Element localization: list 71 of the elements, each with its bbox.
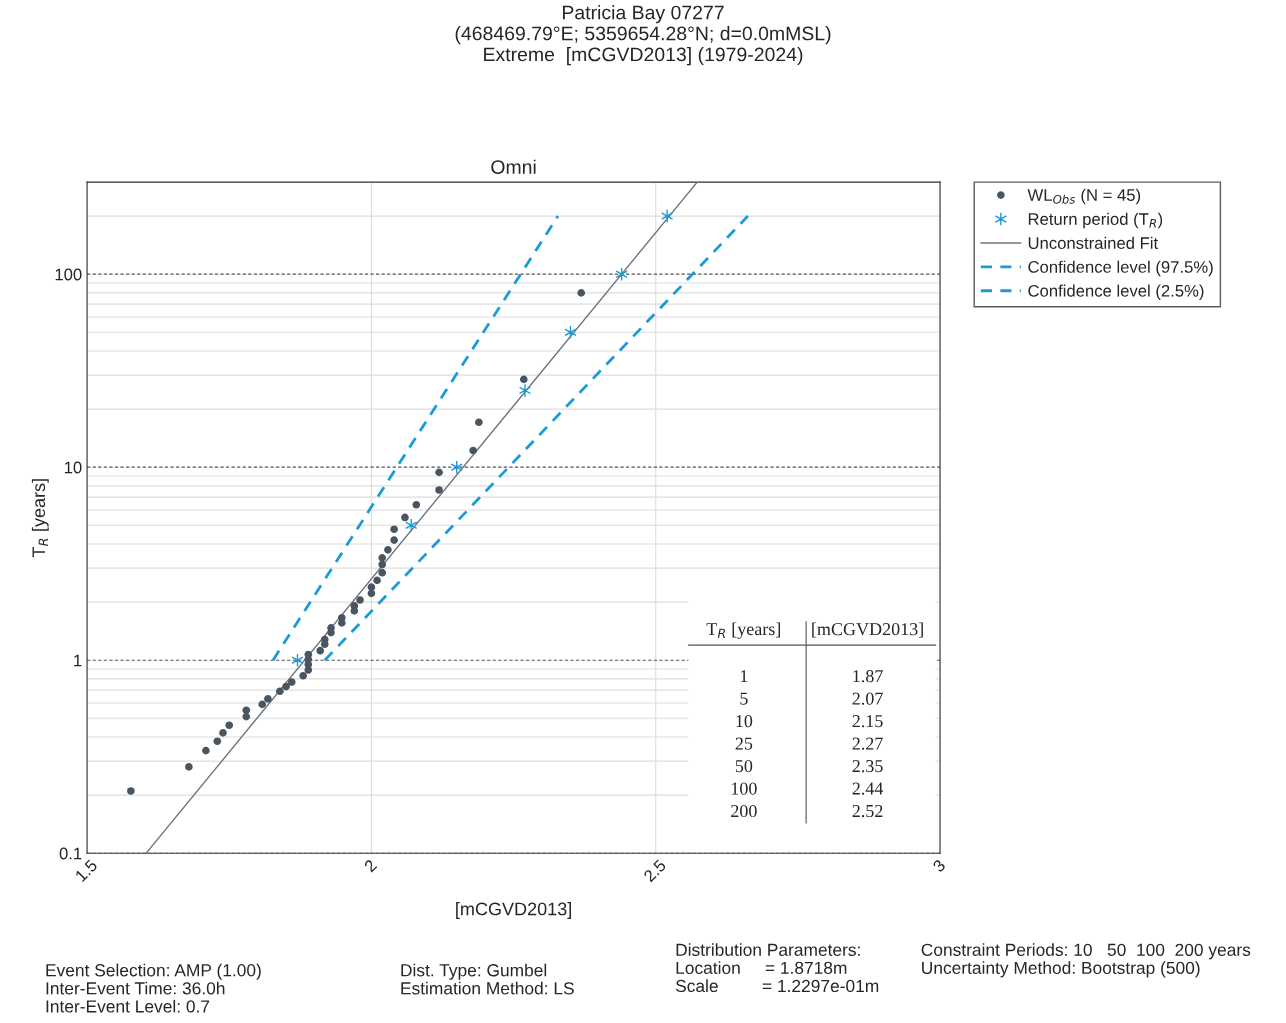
- point: [378, 568, 387, 577]
- point: [185, 763, 193, 771]
- x-axis-title: [mCGVD2013]: [456, 902, 571, 919]
- point: [577, 289, 586, 297]
- point: [519, 375, 528, 384]
- point: [412, 500, 421, 509]
- annotation: 1.87: [853, 670, 883, 683]
- point: [264, 695, 272, 703]
- point: [258, 700, 267, 709]
- y-tick-label: 100: [55, 268, 82, 281]
- x-tick-label: 3: [932, 858, 946, 873]
- point: [242, 712, 251, 721]
- annotation: 2.52: [852, 804, 883, 818]
- annotation: [mCGVD2013]: [812, 622, 923, 638]
- y-tick-label: 1: [74, 654, 82, 667]
- point: [435, 468, 443, 477]
- chart-title: Patricia Bay 07277 (468469.79°E; 5359654.28°N; d=0.0mMSL) Extreme [mCGVD2013] (1979-2024): [455, 5, 831, 66]
- annotation: 2.35: [852, 760, 883, 773]
- point: [299, 671, 307, 680]
- point: [356, 596, 364, 604]
- legend-label: Unconstrained Fit: [1028, 236, 1159, 249]
- annotation: 2.27: [852, 737, 883, 750]
- point: [660, 209, 674, 224]
- text: Event Selection: AMP (1.00) Inter-Event Time: 36.0h Inter-Event Level: 0.7: [46, 963, 261, 1013]
- legend-label: Confidence level (97.5%): [1028, 260, 1213, 277]
- point: [367, 583, 376, 591]
- x-tick-label: 2.5: [642, 858, 667, 883]
- point: [213, 737, 222, 746]
- x-tick-label: 2: [363, 858, 378, 873]
- y-tick-label: 0.1: [59, 847, 82, 860]
- legend-label: WL$_{Obs}$ (N = 45): [1027, 188, 1141, 205]
- point: [390, 525, 398, 534]
- point: [127, 787, 135, 795]
- point: [338, 613, 346, 622]
- legend-label: Confidence level (2.5%): [1028, 284, 1204, 301]
- annotation: 2.44: [852, 782, 884, 795]
- text: Distribution Parameters: Location = 1.8718m Scale = 1.2297e-01m: [675, 943, 879, 993]
- point: [390, 536, 398, 544]
- point: [287, 678, 296, 686]
- text: Dist. Type: Gumbel Estimation Method: LS: [401, 963, 574, 995]
- annotation: 25: [735, 737, 753, 750]
- point: [316, 646, 325, 655]
- annotation: 100: [731, 782, 757, 795]
- annotation: 2.07: [852, 692, 883, 705]
- annotation: 2.15: [852, 715, 883, 728]
- legend-label: Return period (T$_{R}$): [1028, 212, 1163, 229]
- point: [276, 687, 284, 696]
- point: [475, 418, 483, 427]
- point: [378, 554, 387, 562]
- point: [469, 446, 478, 455]
- point: [282, 682, 290, 691]
- point: [373, 576, 381, 585]
- text: Constraint Periods: 10 50 100 200 years Uncertainty Method: Bootstrap (500): [921, 943, 1251, 978]
- annotation: T$_{R}$ [years]: [706, 622, 780, 639]
- point: [401, 513, 409, 522]
- y-axis-title: T$_{R}$ [years]: [31, 479, 49, 558]
- point: [219, 729, 227, 737]
- annotation: 10: [736, 715, 753, 728]
- point: [350, 602, 359, 610]
- y-tick-label: 10: [64, 461, 82, 474]
- point: [225, 721, 234, 730]
- annotation: 5: [740, 692, 748, 705]
- annotation: 50: [735, 759, 753, 773]
- annotation: 1: [740, 670, 748, 683]
- point: [435, 486, 443, 494]
- annotation: 200: [731, 804, 757, 818]
- chart-subtitle: Omni: [491, 159, 536, 174]
- point: [327, 624, 335, 632]
- point: [202, 746, 210, 755]
- point: [384, 546, 392, 554]
- point: [518, 383, 532, 398]
